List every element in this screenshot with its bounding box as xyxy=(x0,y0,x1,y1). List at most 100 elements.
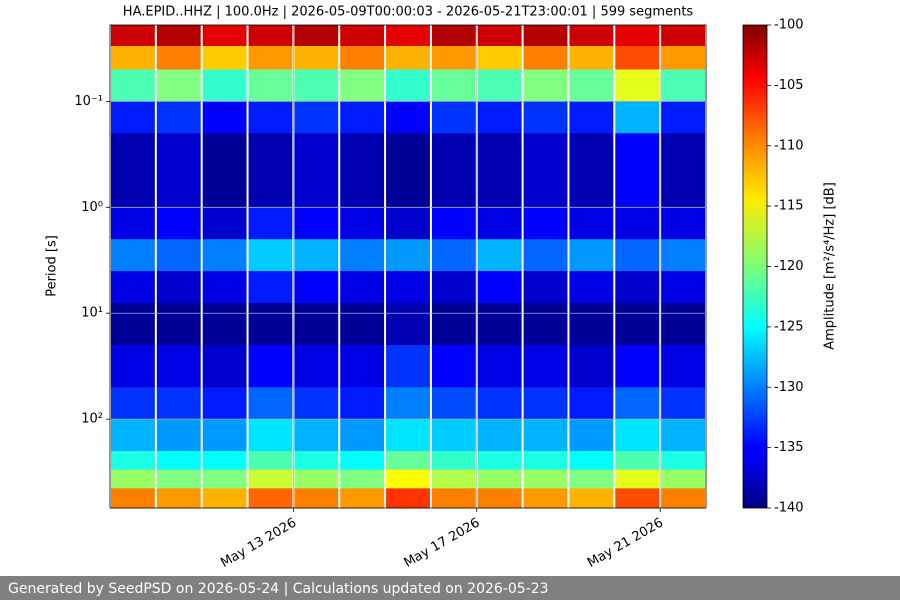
heatmap-cell xyxy=(661,271,705,304)
heatmap-cell xyxy=(386,469,430,489)
heatmap-cell xyxy=(156,302,201,346)
heatmap-cell xyxy=(569,345,614,388)
heatmap-cell xyxy=(340,239,385,272)
heatmap-cell xyxy=(615,207,660,240)
heatmap-cell xyxy=(111,239,155,272)
heatmap-cell xyxy=(523,207,568,240)
heatmap-cell xyxy=(661,69,705,102)
heatmap-cell xyxy=(661,345,705,388)
heatmap-cell xyxy=(477,302,522,346)
heatmap-cell xyxy=(523,101,568,134)
heatmap-cell xyxy=(386,69,430,102)
heatmap-cell xyxy=(386,451,430,471)
heatmap-cell xyxy=(340,302,385,346)
heatmap-cell xyxy=(615,25,660,47)
heatmap-cell xyxy=(615,69,660,102)
heatmap-cell xyxy=(523,419,568,452)
heatmap-cell xyxy=(477,469,522,489)
heatmap-cell xyxy=(431,101,476,134)
heatmap-cell xyxy=(294,46,339,71)
heatmap-cell xyxy=(615,46,660,71)
heatmap-cell xyxy=(111,387,155,420)
heatmap-cell xyxy=(431,451,476,471)
heatmap-cell xyxy=(156,207,201,240)
heatmap-cell xyxy=(156,488,201,509)
heatmap-cell xyxy=(386,419,430,452)
heatmap-cell xyxy=(111,488,155,509)
heatmap-cell xyxy=(202,345,247,388)
heatmap-cell xyxy=(386,46,430,71)
heatmap-cell xyxy=(569,69,614,102)
heatmap-cell xyxy=(156,101,201,134)
y-tick-label: 10¹ xyxy=(81,306,103,321)
heatmap-cell xyxy=(431,469,476,489)
heatmap-cell xyxy=(386,488,430,509)
colorbar-tick-label: -120 xyxy=(774,259,804,274)
heatmap-cell xyxy=(248,133,293,208)
heatmap-cell xyxy=(477,133,522,208)
heatmap-cell xyxy=(294,271,339,304)
heatmap-cell xyxy=(156,46,201,71)
heatmap-cell xyxy=(431,69,476,102)
heatmap-cell xyxy=(569,133,614,208)
heatmap-cell xyxy=(248,69,293,102)
heatmap-cell xyxy=(294,387,339,420)
heatmap-cell xyxy=(202,469,247,489)
heatmap-cell xyxy=(340,451,385,471)
heatmap-cell xyxy=(111,133,155,208)
heatmap-cell xyxy=(202,25,247,47)
heatmap-cell xyxy=(202,133,247,208)
heatmap-cell xyxy=(615,345,660,388)
heatmap-cell xyxy=(569,46,614,71)
heatmap-cell xyxy=(523,271,568,304)
heatmap-cell xyxy=(477,69,522,102)
heatmap-cell xyxy=(248,469,293,489)
footer: Generated by SeedPSD on 2026-05-24 | Cal… xyxy=(8,581,549,597)
heatmap-cell xyxy=(248,345,293,388)
heatmap-cell xyxy=(661,25,705,47)
heatmap-cell xyxy=(615,239,660,272)
heatmap-cell xyxy=(477,451,522,471)
heatmap-cell xyxy=(569,271,614,304)
heatmap-cell xyxy=(477,387,522,420)
heatmap-cell xyxy=(202,271,247,304)
heatmap-cell xyxy=(431,207,476,240)
heatmap-cell xyxy=(386,101,430,134)
heatmap-cell xyxy=(248,25,293,47)
heatmap-cell xyxy=(661,451,705,471)
heatmap-cell xyxy=(202,387,247,420)
heatmap-cell xyxy=(294,133,339,208)
heatmap-cell xyxy=(340,25,385,47)
y-tick-label: 10⁻¹ xyxy=(74,94,103,109)
heatmap-cell xyxy=(523,69,568,102)
colorbar-tick-label: -100 xyxy=(774,18,804,33)
heatmap-cell xyxy=(248,101,293,134)
heatmap-cell xyxy=(569,101,614,134)
heatmap-cell xyxy=(477,345,522,388)
heatmap-cell xyxy=(111,46,155,71)
heatmap-cell xyxy=(294,469,339,489)
heatmap-cell xyxy=(156,419,201,452)
heatmap-cell xyxy=(340,69,385,102)
heatmap-cell xyxy=(523,133,568,208)
heatmap-cell xyxy=(477,25,522,47)
y-tick-label: 10⁰ xyxy=(81,200,103,215)
heatmap-cell xyxy=(202,207,247,240)
heatmap-cell xyxy=(661,387,705,420)
heatmap-cell xyxy=(202,239,247,272)
heatmap-cell xyxy=(569,488,614,509)
colorbar-tick-label: -130 xyxy=(774,380,804,395)
heatmap-cell xyxy=(569,302,614,346)
heatmap-cell xyxy=(523,25,568,47)
chart-title: HA.EPID..HHZ | 100.0Hz | 2026-05-09T00:0… xyxy=(123,5,694,20)
heatmap-cell xyxy=(386,302,430,346)
heatmap-cell xyxy=(248,488,293,509)
heatmap-cell xyxy=(523,239,568,272)
heatmap-cell xyxy=(386,345,430,388)
heatmap-cell xyxy=(569,419,614,452)
heatmap-cell xyxy=(340,271,385,304)
heatmap-cell xyxy=(111,469,155,489)
colorbar-tick-label: -135 xyxy=(774,440,804,455)
heatmap-cell xyxy=(294,207,339,240)
heatmap-cell xyxy=(156,469,201,489)
